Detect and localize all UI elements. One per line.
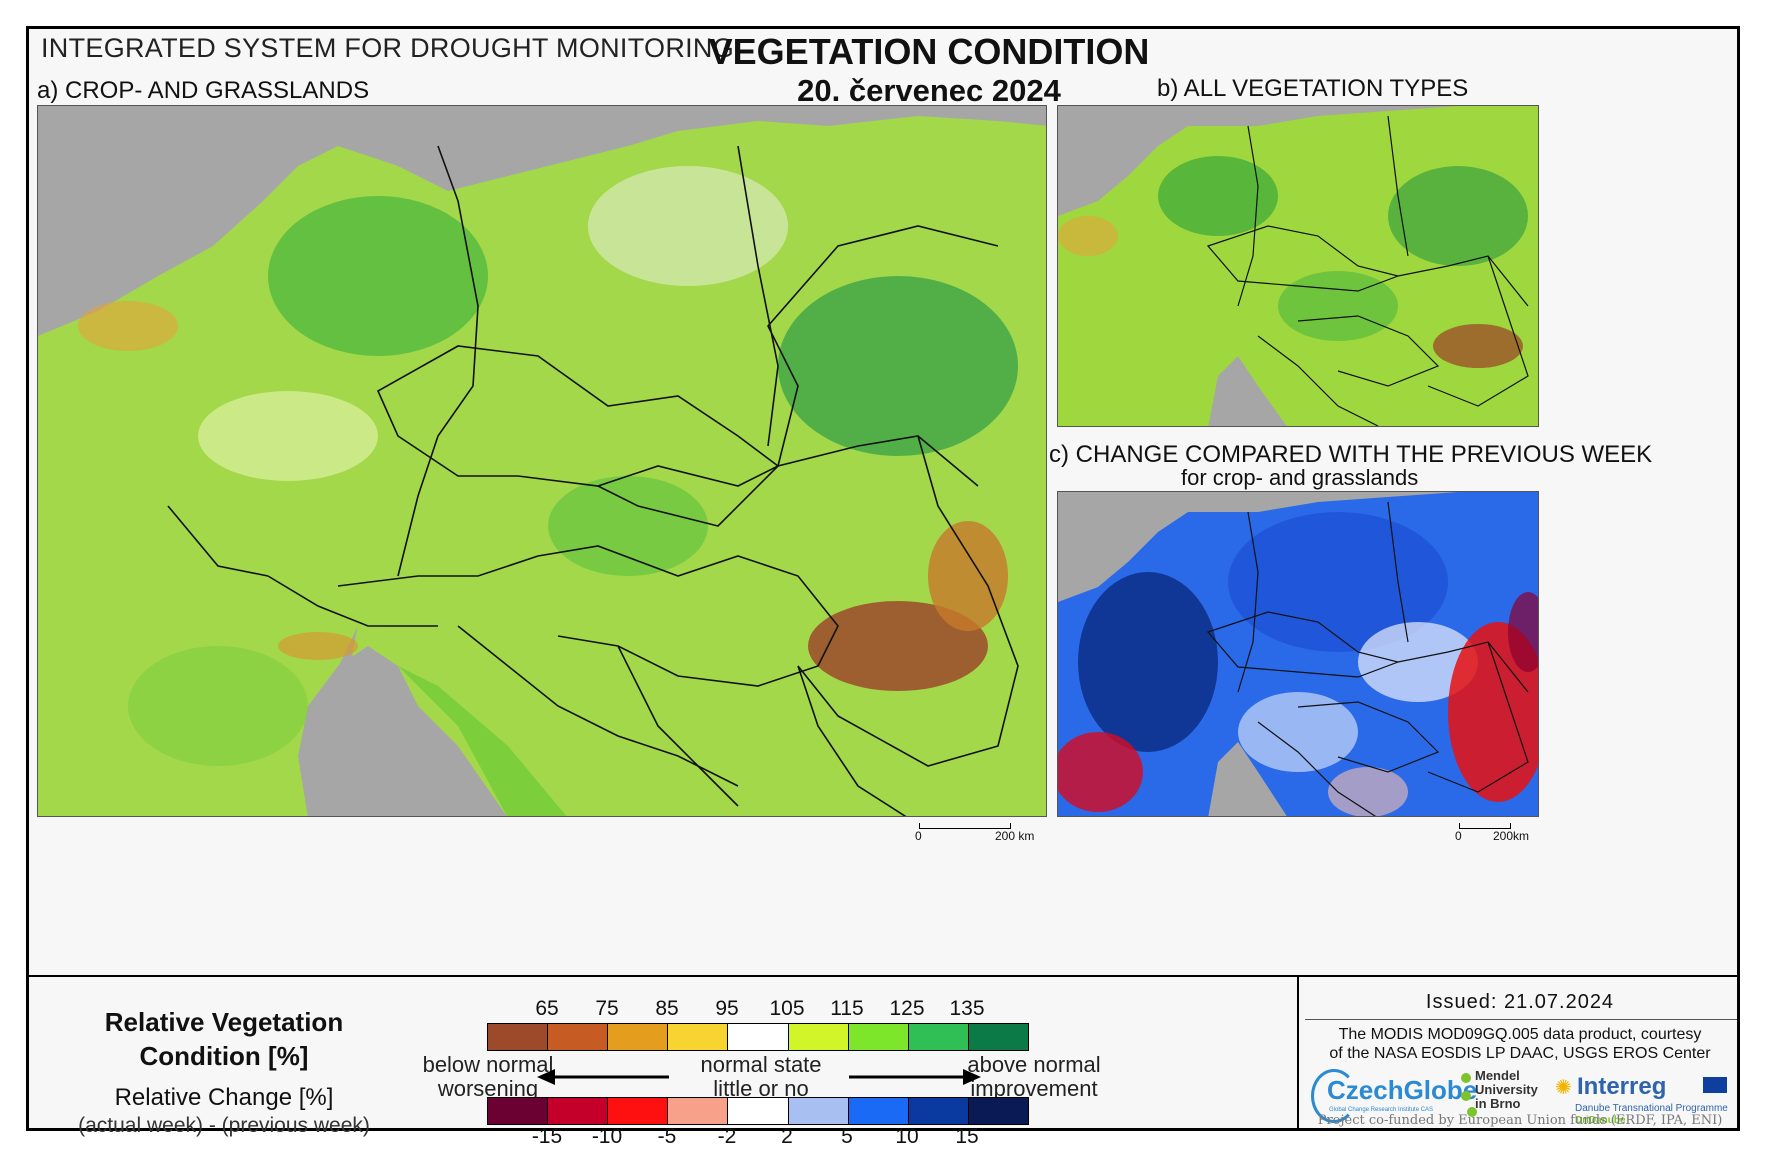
change-color-swatch: [608, 1098, 669, 1124]
mendel-dot-icon: [1461, 1073, 1471, 1083]
map-panel-c: [1057, 491, 1539, 817]
cofunded-text: Project co-funded by European Union fund…: [1317, 1113, 1723, 1128]
czechglobe-logo: CzechGlobe Global Change Research Instit…: [1311, 1069, 1477, 1123]
interreg-star-icon: ✺: [1555, 1077, 1572, 1099]
legend-title-line1: Relative Vegetation: [104, 1007, 344, 1037]
main-title: VEGETATION CONDITION: [708, 31, 1150, 72]
system-title: INTEGRATED SYSTEM FOR DROUGHT MONITORING: [41, 33, 735, 63]
mendel-line-2: University: [1475, 1082, 1538, 1097]
change-color-swatch: [848, 1098, 909, 1124]
change-tick: 10: [895, 1125, 919, 1148]
credit-text: The MODIS MOD09GQ.005 data product, cour…: [1301, 1025, 1739, 1063]
condition-color-swatch: [788, 1024, 849, 1050]
change-legend-title: Relative Change [%]: [114, 1084, 334, 1111]
condition-color-swatch: [548, 1024, 609, 1050]
change-color-swatch: [728, 1098, 789, 1124]
credit-line-2: of the NASA EOSDIS LP DAAC, USGS EROS Ce…: [1329, 1045, 1711, 1062]
legend-title-line2: Condition [%]: [139, 1041, 309, 1071]
mendel-line-1: Mendel: [1475, 1068, 1520, 1083]
condition-tick: 85: [655, 997, 679, 1020]
change-color-swatch: [788, 1098, 849, 1124]
eu-flag-icon: [1703, 1077, 1727, 1093]
condition-tick: 65: [535, 997, 559, 1020]
change-ticks: -15 -10 -5 -2 2 5 10 15: [517, 1125, 997, 1149]
condition-color-swatch: [908, 1024, 969, 1050]
credit-line-1: The MODIS MOD09GQ.005 data product, cour…: [1338, 1026, 1702, 1043]
panel-a-label: a) CROP- AND GRASSLANDS: [37, 77, 370, 104]
scalebar-a-zero: 0: [915, 829, 922, 843]
mendel-dot-icon: [1461, 1091, 1471, 1101]
scalebar-c: 0 200km: [1451, 821, 1551, 843]
scalebar-c-zero: 0: [1455, 829, 1462, 843]
condition-color-ramp: [487, 1023, 1029, 1051]
date-title: 20. červenec 2024: [797, 73, 1061, 108]
mendel-text: Mendel University in Brno: [1475, 1069, 1538, 1111]
mendel-logo: Mendel University in Brno: [1461, 1069, 1551, 1125]
condition-color-swatch: [488, 1024, 549, 1050]
map-c-svg: [1058, 492, 1538, 816]
change-tick: 5: [841, 1125, 853, 1148]
condition-color-swatch: [848, 1024, 909, 1050]
condition-ticks: 65 75 85 95 105 115 125 135: [517, 997, 997, 1021]
map-a-svg: [38, 106, 1046, 816]
issued-date: Issued: 21.07.2024: [1425, 991, 1615, 1013]
change-tick: -10: [591, 1125, 623, 1148]
panel-c-sublabel: for crop- and grasslands: [1181, 465, 1419, 490]
panel-c-label: c) CHANGE COMPARED WITH THE PREVIOUS WEE…: [1049, 441, 1653, 468]
change-tick: -2: [717, 1125, 737, 1148]
worsening-label: worsening: [437, 1076, 539, 1101]
change-tick: -15: [531, 1125, 563, 1148]
change-legend-subtitle: (actual week) - (previous week): [78, 1114, 370, 1137]
change-color-swatch: [548, 1098, 609, 1124]
panel-b-label: b) ALL VEGETATION TYPES: [1157, 75, 1469, 102]
condition-tick: 135: [949, 997, 985, 1020]
czechglobe-subtitle: Global Change Research Institute CAS: [1329, 1107, 1434, 1113]
map-panel-b: [1057, 105, 1539, 427]
left-arrow-icon: [537, 1067, 669, 1087]
normal-state-label: normal state: [700, 1052, 822, 1077]
dridanube-label: DriDanube: [1575, 1115, 1626, 1126]
interreg-programme: Danube Transnational Programme: [1575, 1103, 1728, 1114]
scalebar-a-end: 200 km: [995, 829, 1035, 843]
change-tick: -5: [657, 1125, 677, 1148]
condition-tick: 115: [830, 997, 864, 1020]
figure-frame: INTEGRATED SYSTEM FOR DROUGHT MONITORING…: [26, 26, 1740, 1148]
map-b-svg: [1058, 106, 1538, 426]
scalebar-c-end: 200km: [1493, 829, 1530, 843]
interreg-logo: ✺ Interreg Danube Transnational Programm…: [1555, 1069, 1739, 1126]
condition-color-swatch: [728, 1024, 789, 1050]
condition-color-swatch: [608, 1024, 669, 1050]
change-color-swatch: [488, 1098, 549, 1124]
issued-divider: [1305, 1019, 1737, 1020]
mendel-dot-icon: [1467, 1107, 1477, 1117]
czechglobe-circle-icon: [1311, 1069, 1357, 1123]
change-tick: 2: [781, 1125, 793, 1148]
improvement-label: improvement: [970, 1076, 1098, 1101]
below-normal-text: below normal worsening: [417, 1053, 559, 1101]
change-color-swatch: [668, 1098, 729, 1124]
footer-divider: [1297, 975, 1299, 1128]
below-normal-label: below normal: [422, 1052, 554, 1077]
condition-tick: 95: [715, 997, 739, 1020]
map-panel-a: [37, 105, 1047, 817]
condition-tick: 75: [595, 997, 619, 1020]
scalebar-a: 0 200 km: [909, 821, 1049, 843]
condition-tick: 105: [769, 997, 805, 1020]
mendel-line-3: in Brno: [1475, 1096, 1521, 1111]
right-arrow-icon: [849, 1067, 981, 1087]
above-normal-label: above normal: [967, 1052, 1101, 1077]
change-color-ramp: [487, 1097, 1029, 1125]
czechglobe-name: CzechGlobe: [1327, 1075, 1478, 1105]
legend-divider: [29, 975, 1737, 977]
change-tick: 15: [955, 1125, 979, 1148]
condition-color-swatch: [968, 1024, 1028, 1050]
change-color-swatch: [908, 1098, 969, 1124]
condition-tick: 125: [889, 997, 925, 1020]
condition-color-swatch: [668, 1024, 729, 1050]
above-normal-text: above normal improvement: [959, 1053, 1109, 1101]
interreg-name: Interreg: [1577, 1073, 1667, 1100]
change-color-swatch: [968, 1098, 1028, 1124]
